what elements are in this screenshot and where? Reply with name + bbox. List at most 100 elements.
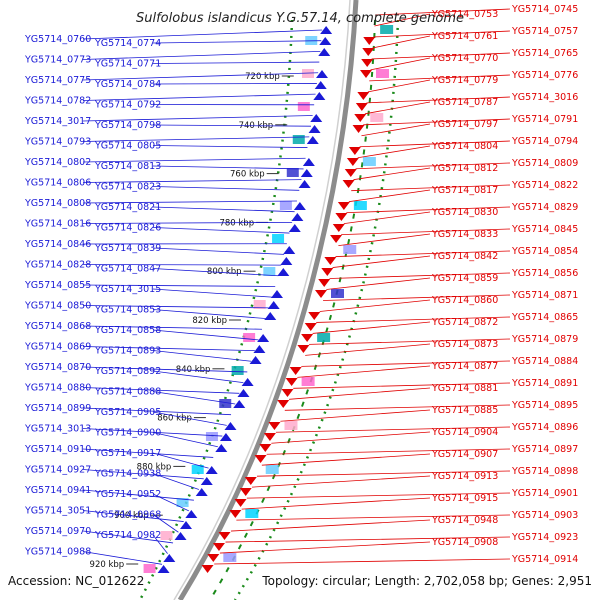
plus-strand-gene-label[interactable]: YG5714_0872 xyxy=(431,317,498,328)
minus-strand-gene-label[interactable]: YG5714_0870 xyxy=(24,362,91,373)
plus-strand-gene-label[interactable]: YG5714_0897 xyxy=(511,444,578,455)
plus-strand-gene-label[interactable]: YG5714_0830 xyxy=(431,207,498,218)
minus-strand-gene-label[interactable]: YG5714_0910 xyxy=(24,444,91,455)
minus-strand-gene-label[interactable]: YG5714_0853 xyxy=(94,305,161,316)
plus-strand-gene-label[interactable]: YG5714_0895 xyxy=(511,400,578,411)
minus-strand-gene-label[interactable]: YG5714_0826 xyxy=(94,223,161,234)
minus-strand-gene-label[interactable]: YG5714_0938 xyxy=(94,469,161,480)
minus-strand-gene-label[interactable]: YG5714_0847 xyxy=(94,264,161,275)
plus-strand-gene-label[interactable]: YG5714_0845 xyxy=(511,224,578,235)
minus-strand-gene-label[interactable]: YG5714_0900 xyxy=(94,428,161,439)
plus-strand-gene-label[interactable]: YG5714_0833 xyxy=(431,229,498,240)
minus-strand-gene-label[interactable]: YG5714_0880 xyxy=(24,383,91,394)
plus-strand-gene-label[interactable]: YG5714_0879 xyxy=(511,334,578,345)
plus-strand-gene-label[interactable]: YG5714_0761 xyxy=(431,31,498,42)
minus-strand-gene-label[interactable]: YG5714_0988 xyxy=(24,547,91,558)
plus-strand-gene-label[interactable]: YG5714_0765 xyxy=(511,48,578,59)
minus-strand-gene-label[interactable]: YG5714_0893 xyxy=(94,346,161,357)
plus-strand-gene-label[interactable]: YG5714_0904 xyxy=(431,427,498,438)
minus-strand-gene-label[interactable]: YG5714_0808 xyxy=(24,198,91,209)
minus-strand-gene-label[interactable]: YG5714_0888 xyxy=(94,387,161,398)
plus-strand-gene-label[interactable]: YG5714_0908 xyxy=(431,537,498,548)
minus-strand-gene-label[interactable]: YG5714_0846 xyxy=(24,239,91,250)
minus-strand-gene-label[interactable]: YG5714_0868 xyxy=(24,321,91,332)
plus-strand-gene-label[interactable]: YG5714_0871 xyxy=(511,290,578,301)
plus-strand-gene-label[interactable]: YG5714_0787 xyxy=(431,97,498,108)
minus-strand-gene-label[interactable]: YG5714_0792 xyxy=(94,100,161,111)
minus-strand-gene-label[interactable]: YG5714_0839 xyxy=(94,243,161,254)
minus-strand-gene-label[interactable]: YG5714_0802 xyxy=(24,157,91,168)
plus-strand-gene-label[interactable]: YG5714_0791 xyxy=(511,114,578,125)
plus-strand-gene-label[interactable]: YG5714_0829 xyxy=(511,202,578,213)
minus-strand-gene-label[interactable]: YG5714_0982 xyxy=(94,530,161,541)
plus-strand-gene-label[interactable]: YG5714_0860 xyxy=(431,295,498,306)
plus-strand-gene-label[interactable]: YG5714_0757 xyxy=(511,26,578,37)
plus-strand-gene-label[interactable]: YG5714_0885 xyxy=(431,405,498,416)
minus-strand-gene-label[interactable]: YG5714_0823 xyxy=(94,182,161,193)
plus-strand-gene-label[interactable]: YG5714_0903 xyxy=(511,510,578,521)
minus-strand-gene-label[interactable]: YG5714_0760 xyxy=(24,34,91,45)
plus-strand-gene-label[interactable]: YG5714_0779 xyxy=(431,75,498,86)
minus-strand-gene-label[interactable]: YG5714_0968 xyxy=(94,510,161,521)
minus-strand-gene-label[interactable]: YG5714_0813 xyxy=(94,161,161,172)
plus-strand-gene-label[interactable]: YG5714_0797 xyxy=(431,119,498,130)
plus-strand-gene-label[interactable]: YG5714_0822 xyxy=(511,180,578,191)
plus-strand-gene-label[interactable]: YG5714_0745 xyxy=(511,4,578,15)
plus-strand-gene-label[interactable]: YG5714_0907 xyxy=(431,449,498,460)
plus-strand-gene-label[interactable]: YG5714_0923 xyxy=(511,532,578,543)
plus-strand-gene-label[interactable]: YG5714_0817 xyxy=(431,185,498,196)
minus-strand-gene-label[interactable]: YG5714_0806 xyxy=(24,178,91,189)
plus-strand-gene-label[interactable]: YG5714_0896 xyxy=(511,422,578,433)
plus-strand-gene-label[interactable]: YG5714_0776 xyxy=(511,70,578,81)
minus-strand-gene-label[interactable]: YG5714_0927 xyxy=(24,465,91,476)
plus-strand-gene-label[interactable]: YG5714_0891 xyxy=(511,378,578,389)
minus-strand-gene-label[interactable]: YG5714_0773 xyxy=(24,55,91,66)
plus-strand-gene-label[interactable]: YG5714_0873 xyxy=(431,339,498,350)
minus-strand-gene-label[interactable]: YG5714_0798 xyxy=(94,120,161,131)
plus-strand-gene-label[interactable]: YG5714_0865 xyxy=(511,312,578,323)
plus-strand-gene-label[interactable]: YG5714_0804 xyxy=(431,141,498,152)
minus-strand-gene-label[interactable]: YG5714_0805 xyxy=(94,141,161,152)
plus-strand-gene-label[interactable]: YG5714_0898 xyxy=(511,466,578,477)
plus-strand-gene-label[interactable]: YG5714_3016 xyxy=(511,92,578,103)
minus-strand-gene-label[interactable]: YG5714_0821 xyxy=(94,202,161,213)
minus-strand-gene-label[interactable]: YG5714_3013 xyxy=(24,424,91,435)
minus-strand-gene-label[interactable]: YG5714_0828 xyxy=(24,260,91,271)
plus-strand-gene-label[interactable]: YG5714_0915 xyxy=(431,493,498,504)
minus-strand-gene-label[interactable]: YG5714_0952 xyxy=(94,489,161,500)
minus-strand-gene-label[interactable]: YG5714_0774 xyxy=(94,38,161,49)
minus-strand-gene-label[interactable]: YG5714_0793 xyxy=(24,137,91,148)
plus-strand-gene-label[interactable]: YG5714_0809 xyxy=(511,158,578,169)
plus-strand-gene-label[interactable]: YG5714_0794 xyxy=(511,136,578,147)
plus-strand-gene-label[interactable]: YG5714_0856 xyxy=(511,268,578,279)
minus-strand-gene-label[interactable]: YG5714_0917 xyxy=(94,448,161,459)
minus-strand-gene-label[interactable]: YG5714_3017 xyxy=(24,116,91,127)
plus-strand-gene-label[interactable]: YG5714_0914 xyxy=(511,554,578,565)
minus-strand-gene-label[interactable]: YG5714_3051 xyxy=(24,506,91,517)
minus-strand-gene-label[interactable]: YG5714_0855 xyxy=(24,280,91,291)
plus-strand-gene-label[interactable]: YG5714_0877 xyxy=(431,361,498,372)
plus-strand-gene-label[interactable]: YG5714_0948 xyxy=(431,515,498,526)
minus-strand-gene-label[interactable]: YG5714_0970 xyxy=(24,526,91,537)
plus-strand-gene-label[interactable]: YG5714_0842 xyxy=(431,251,498,262)
minus-strand-gene-label[interactable]: YG5714_0784 xyxy=(94,79,161,90)
plus-strand-gene-label[interactable]: YG5714_0753 xyxy=(431,9,498,20)
minus-strand-gene-label[interactable]: YG5714_0771 xyxy=(94,59,161,70)
minus-strand-gene-label[interactable]: YG5714_0782 xyxy=(24,96,91,107)
minus-strand-gene-label[interactable]: YG5714_0850 xyxy=(24,301,91,312)
plus-strand-gene-label[interactable]: YG5714_0854 xyxy=(511,246,578,257)
plus-strand-gene-label[interactable]: YG5714_0884 xyxy=(511,356,578,367)
plus-strand-gene-label[interactable]: YG5714_0859 xyxy=(431,273,498,284)
minus-strand-gene-label[interactable]: YG5714_0858 xyxy=(94,325,161,336)
minus-strand-gene-label[interactable]: YG5714_0905 xyxy=(94,407,161,418)
plus-strand-gene-label[interactable]: YG5714_0881 xyxy=(431,383,498,394)
minus-strand-gene-label[interactable]: YG5714_0816 xyxy=(24,219,91,230)
minus-strand-gene-label[interactable]: YG5714_0892 xyxy=(94,366,161,377)
plus-strand-gene-label[interactable]: YG5714_0913 xyxy=(431,471,498,482)
minus-strand-gene-label[interactable]: YG5714_0869 xyxy=(24,342,91,353)
minus-strand-gene-label[interactable]: YG5714_0899 xyxy=(24,403,91,414)
plus-strand-gene-label[interactable]: YG5714_0901 xyxy=(511,488,578,499)
minus-strand-gene-label[interactable]: YG5714_0775 xyxy=(24,75,91,86)
minus-strand-gene-label[interactable]: YG5714_3015 xyxy=(94,284,161,295)
minus-strand-gene-label[interactable]: YG5714_0941 xyxy=(24,485,91,496)
